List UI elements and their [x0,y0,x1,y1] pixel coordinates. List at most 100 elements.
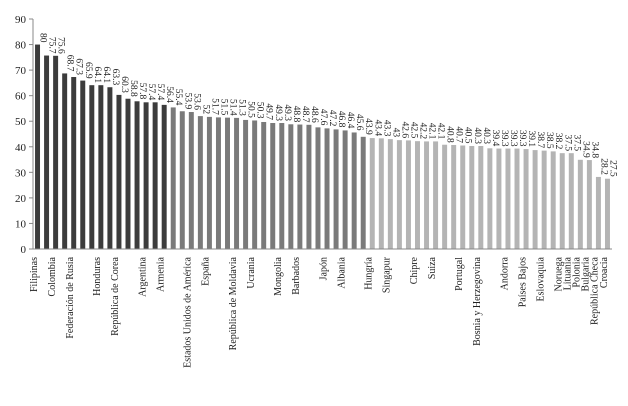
bar-value-label: 43.4 [372,119,382,136]
bar-value-label: 80 [38,33,48,43]
bar [188,112,194,250]
bar [306,124,312,249]
bar-value-label: 51.4 [228,99,238,116]
bar-value-label: 52 [200,105,210,115]
bar-value-label: 64.1 [92,67,102,84]
bar [225,117,230,249]
bar [116,94,122,250]
bar [342,130,348,249]
y-tick-label: 20 [15,193,27,205]
bar [469,146,475,249]
bar-value-label: 40.3 [472,127,482,144]
x-category-label: Eslovaquia [535,256,546,301]
bar [387,139,393,249]
bar-value-label: 40.7 [454,126,464,143]
bar-value-label: 39.3 [508,130,518,147]
x-category-label: Barbados [291,257,302,295]
x-category-label: Lituania [563,256,574,290]
bar [442,144,448,249]
bar-value-label: 58.8 [128,80,138,97]
x-category-label: Noruega [554,256,565,291]
x-category-label: Suiza [427,256,438,279]
bar-value-label: 39.3 [517,130,527,147]
y-tick-label: 90 [15,14,27,26]
bar [152,102,158,249]
bar [369,138,375,249]
x-category-label: Andorra [499,256,510,290]
x-category-label: Polonia [572,256,583,287]
bar-value-label: 42.5 [408,122,418,139]
bar [451,144,457,249]
bar [215,117,221,249]
y-tick-label: 70 [15,65,27,77]
bar-value-label: 38.5 [544,132,554,149]
bar [550,151,556,249]
bar-value-label: 39.3 [499,130,509,147]
bar [568,153,574,249]
bar [487,148,493,249]
x-category-label: Portugal [454,257,465,291]
bar-value-label: 34.8 [589,141,599,158]
x-category-label: Ucrania [246,256,257,288]
bar [288,124,294,249]
bar-value-label: 57.4 [146,84,156,101]
bar-value-label: 42.1 [427,123,437,140]
bar [415,141,420,249]
bar [505,148,511,249]
x-category-label: Japón [318,257,329,280]
bar-value-label: 57.4 [155,84,165,101]
bar [279,123,285,249]
bar-value-label: 39.4 [490,130,500,147]
bar-value-label: 37.5 [571,135,581,152]
bar [197,116,203,249]
y-tick-label: 50 [15,116,27,128]
x-category-label: Chipre [409,256,420,284]
bar-value-label: 48.6 [309,106,319,123]
bar [396,140,402,249]
bar [134,101,140,249]
x-category-label: Singapur [382,256,393,293]
x-category-label: Bosnia y Herzegovina [472,256,483,345]
y-axis: 0 10 20 30 40 50 60 70 80 90 [15,14,34,256]
bar [586,160,592,249]
data-labels: 80 75.7 75.668.7 67.3 65.9 64.1 64.1 63.3 60.3 58… [38,33,618,177]
x-category-label: Hungría [364,256,375,289]
bar [424,141,430,249]
bar [261,121,267,249]
bar-value-label: 42.6 [399,122,409,139]
y-tick-label: 10 [15,218,27,230]
x-category-label: República de Corea [110,256,121,335]
bar-value-label: 46.4 [345,112,355,129]
bar [89,85,95,249]
bar-value-label: 43.3 [381,120,391,137]
bar [71,77,77,249]
x-category-label: Bulgaria [581,256,592,291]
y-tick-label: 80 [15,40,27,52]
bar-value-label: 60.3 [119,76,129,93]
bar [170,107,176,249]
x-category-label: Armenia [155,256,166,292]
bar-value-label: 42.2 [417,123,427,140]
bar [405,140,411,249]
bar [577,159,583,249]
x-category-label: Países Bajos [517,257,528,307]
bar [496,148,502,249]
bar [270,123,276,249]
bar [532,150,538,249]
x-category-label: República de Moldavia [228,256,239,350]
bar-value-label: 48.8 [291,106,301,123]
x-category-label: Filipinas [29,257,40,292]
bar [559,153,565,249]
bar [595,176,601,249]
bar-value-label: 27.5 [607,160,617,177]
bar [604,178,610,249]
bar-value-label: 38.2 [553,133,563,150]
x-category-label: Argentina [137,256,148,296]
x-category-label: Federación de Rusia [65,256,76,338]
bar-value-label: 57.8 [137,83,147,100]
bar [206,116,212,249]
bar-value-label: 43 [390,128,400,138]
x-category-label: Mongolia [273,256,284,295]
x-category-label: España [201,256,212,285]
x-category-label: Colombia [47,256,58,296]
